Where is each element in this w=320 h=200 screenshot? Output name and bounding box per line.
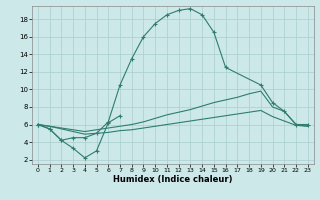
X-axis label: Humidex (Indice chaleur): Humidex (Indice chaleur) xyxy=(113,175,233,184)
